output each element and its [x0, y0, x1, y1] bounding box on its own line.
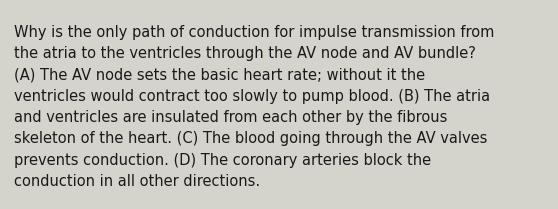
Text: Why is the only path of conduction for impulse transmission from
the atria to th: Why is the only path of conduction for i… [14, 25, 494, 189]
